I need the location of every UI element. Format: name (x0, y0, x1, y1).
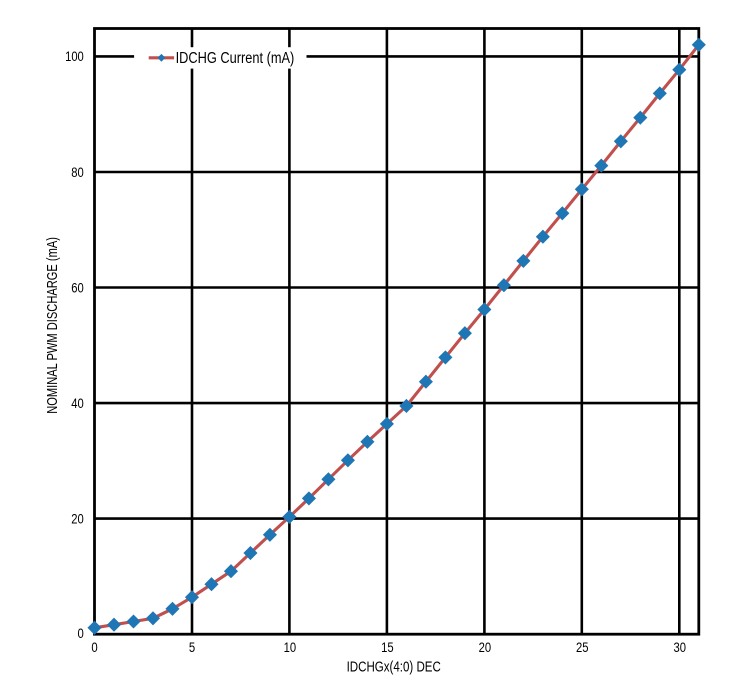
svg-text:IDCHG Current (mA): IDCHG Current (mA) (176, 50, 295, 67)
svg-text:100: 100 (65, 49, 84, 65)
svg-text:80: 80 (71, 165, 84, 181)
svg-text:40: 40 (71, 396, 84, 412)
svg-text:30: 30 (674, 640, 687, 656)
svg-text:0: 0 (91, 640, 97, 656)
svg-text:25: 25 (576, 640, 589, 656)
svg-text:60: 60 (71, 280, 84, 296)
svg-text:10: 10 (284, 640, 297, 656)
svg-text:15: 15 (381, 640, 394, 656)
svg-text:IDCHGx(4:0) DEC: IDCHGx(4:0) DEC (347, 658, 441, 675)
svg-text:0: 0 (78, 626, 84, 642)
svg-text:20: 20 (71, 511, 84, 527)
svg-text:5: 5 (189, 640, 195, 656)
svg-text:NOMINAL PWM DISCHARGE (mA): NOMINAL PWM DISCHARGE (mA) (44, 237, 61, 414)
svg-text:20: 20 (479, 640, 492, 656)
